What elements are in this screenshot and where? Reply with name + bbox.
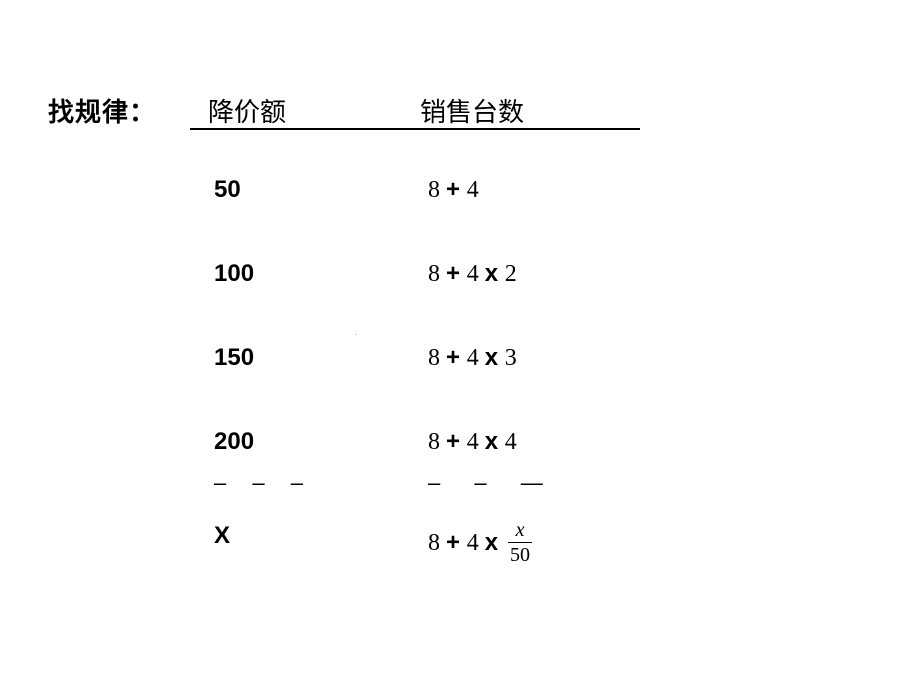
cell-price: 50 — [214, 176, 241, 204]
plus-op: + — [446, 176, 467, 203]
cell-price: 150 — [214, 344, 254, 372]
mult-op: x — [485, 260, 505, 287]
plus-op: + — [446, 344, 467, 371]
expr-text: 4 — [467, 345, 485, 371]
expr-text: 8 — [428, 530, 446, 556]
mult-op: x — [485, 344, 505, 371]
plus-op: + — [446, 260, 467, 287]
fraction-numerator: x — [508, 520, 532, 543]
mult-op: x — [485, 529, 498, 556]
cell-price: 200 — [214, 428, 254, 456]
plus-op: + — [446, 428, 467, 455]
expr-text: 8 — [428, 429, 446, 455]
ellipsis-right: – – — — [428, 470, 557, 496]
slide: 找规律： 降价额 销售台数 50 8 + 4 100 8 + 4 x 2 · 1… — [0, 0, 920, 690]
expr-text: 2 — [505, 261, 517, 287]
title-label: 找规律： — [48, 92, 156, 129]
expr-text: 4 — [467, 261, 485, 287]
expr-text: 8 — [428, 177, 446, 203]
expr-text: 8 — [428, 261, 446, 287]
mult-op: x — [485, 428, 505, 455]
cell-price-variable: X — [214, 522, 230, 550]
watermark-dot: · — [354, 330, 357, 341]
cell-sales: 8 + 4 x 2 — [428, 260, 517, 288]
ellipsis-left: – – – — [214, 470, 313, 496]
expr-text: 4 — [467, 530, 485, 556]
cell-sales: 8 + 4 — [428, 176, 479, 204]
cell-sales: 8 + 4 x 4 — [428, 428, 517, 456]
column-header-right: 销售台数 — [420, 92, 524, 129]
expr-text: 4 — [467, 177, 479, 203]
expr-text: 4 — [467, 429, 485, 455]
header-rule — [190, 128, 640, 130]
expr-text: 4 — [505, 429, 517, 455]
column-header-left: 降价额 — [208, 92, 286, 129]
cell-sales: 8 + 4 x 3 — [428, 344, 517, 372]
fraction: x 50 — [508, 520, 532, 565]
cell-price: 100 — [214, 260, 254, 288]
expr-text: 8 — [428, 345, 446, 371]
fraction-denominator: 50 — [508, 543, 532, 565]
cell-sales-formula: 8 + 4 x x 50 — [428, 522, 532, 567]
plus-op: + — [446, 529, 467, 556]
expr-text: 3 — [505, 345, 517, 371]
